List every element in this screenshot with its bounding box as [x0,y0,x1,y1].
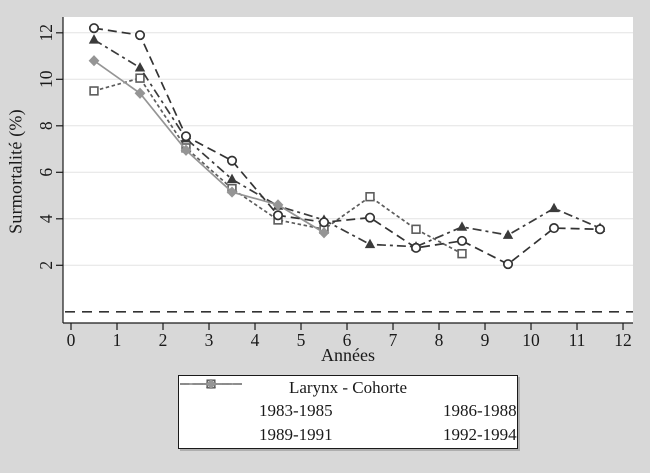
legend-sample-1986-1988 [180,379,435,423]
marker-diamond [134,87,146,99]
y-axis-title: Surmortalité (%) [5,109,26,234]
marker-square [89,86,99,96]
marker-square [411,224,421,234]
legend: Larynx - Cohorte 1983-1985 1986-1988 1989-… [178,375,518,449]
legend-sample-1983-1985 [180,379,251,423]
marker-diamond [180,144,192,156]
y-tick-label-4: 4 [36,214,56,223]
marker-circle [226,155,238,166]
x-tick-label-2: 2 [159,330,168,350]
marker-triangle [226,173,238,184]
marker-circle [272,210,284,221]
marker-triangle [456,221,468,231]
y-tick-label-6: 6 [36,168,56,177]
marker-diamond [226,186,238,198]
x-tick-label-3: 3 [205,330,214,350]
marker-circle [88,23,100,34]
plot-area [63,17,633,323]
marker-circle [134,30,146,41]
marker-circle [410,242,422,253]
x-tick-label-0: 0 [67,330,76,350]
y-tick-label-10: 10 [36,70,56,88]
marker-circle [502,259,514,270]
legend-label-1986-1988: 1986-1988 [443,401,517,420]
x-tick-label-8: 8 [435,330,444,350]
x-axis-title: Années [321,345,375,365]
series-line-1986-1988 [93,39,601,248]
legend-marker-diamond-icon [206,379,216,389]
y-tick-label-12: 12 [36,24,56,42]
marker-diamond [272,199,284,211]
y-tick-label-8: 8 [36,121,56,130]
series-line-1989-1991 [93,77,463,255]
x-tick-label-4: 4 [251,330,260,350]
marker-triangle [502,229,514,239]
x-tick-label-6: 6 [343,330,352,350]
x-tick-label-11: 11 [569,330,586,350]
series-line-1992-1994 [93,60,325,234]
marker-triangle [134,62,146,72]
marker-circle [594,224,606,235]
legend-title: Larynx - Cohorte [288,378,408,397]
x-tick-label-10: 10 [522,330,540,350]
x-tick-label-9: 9 [481,330,490,350]
x-tick-label-12: 12 [614,330,632,350]
x-tick-label-5: 5 [297,330,306,350]
marker-circle [318,217,330,228]
legend-items: 1983-1985 1986-1988 1989-1991 1992-1994 [179,379,517,447]
legend-line-diamond-icon [180,379,242,389]
x-tick-label-1: 1 [113,330,122,350]
legend-label-1983-1985: 1983-1985 [259,401,333,420]
marker-circle [180,131,192,142]
marker-square [365,192,375,202]
marker-triangle [364,238,376,249]
legend-label-1989-1991: 1989-1991 [259,425,333,444]
legend-label-1992-1994: 1992-1994 [443,425,517,444]
x-tick-label-7: 7 [389,330,398,350]
marker-diamond [318,227,330,239]
series-line-1983-1985 [93,27,601,266]
y-tick-label-2: 2 [36,261,56,270]
marker-square [135,73,145,83]
legend-sample-1989-1991 [180,379,251,447]
marker-circle [364,212,376,223]
marker-diamond [88,55,100,67]
legend-sample-1992-1994 [180,379,435,447]
marker-triangle [88,34,100,44]
marker-circle [456,235,468,246]
marker-square [457,248,467,259]
marker-triangle [548,202,560,213]
marker-circle [548,223,560,234]
